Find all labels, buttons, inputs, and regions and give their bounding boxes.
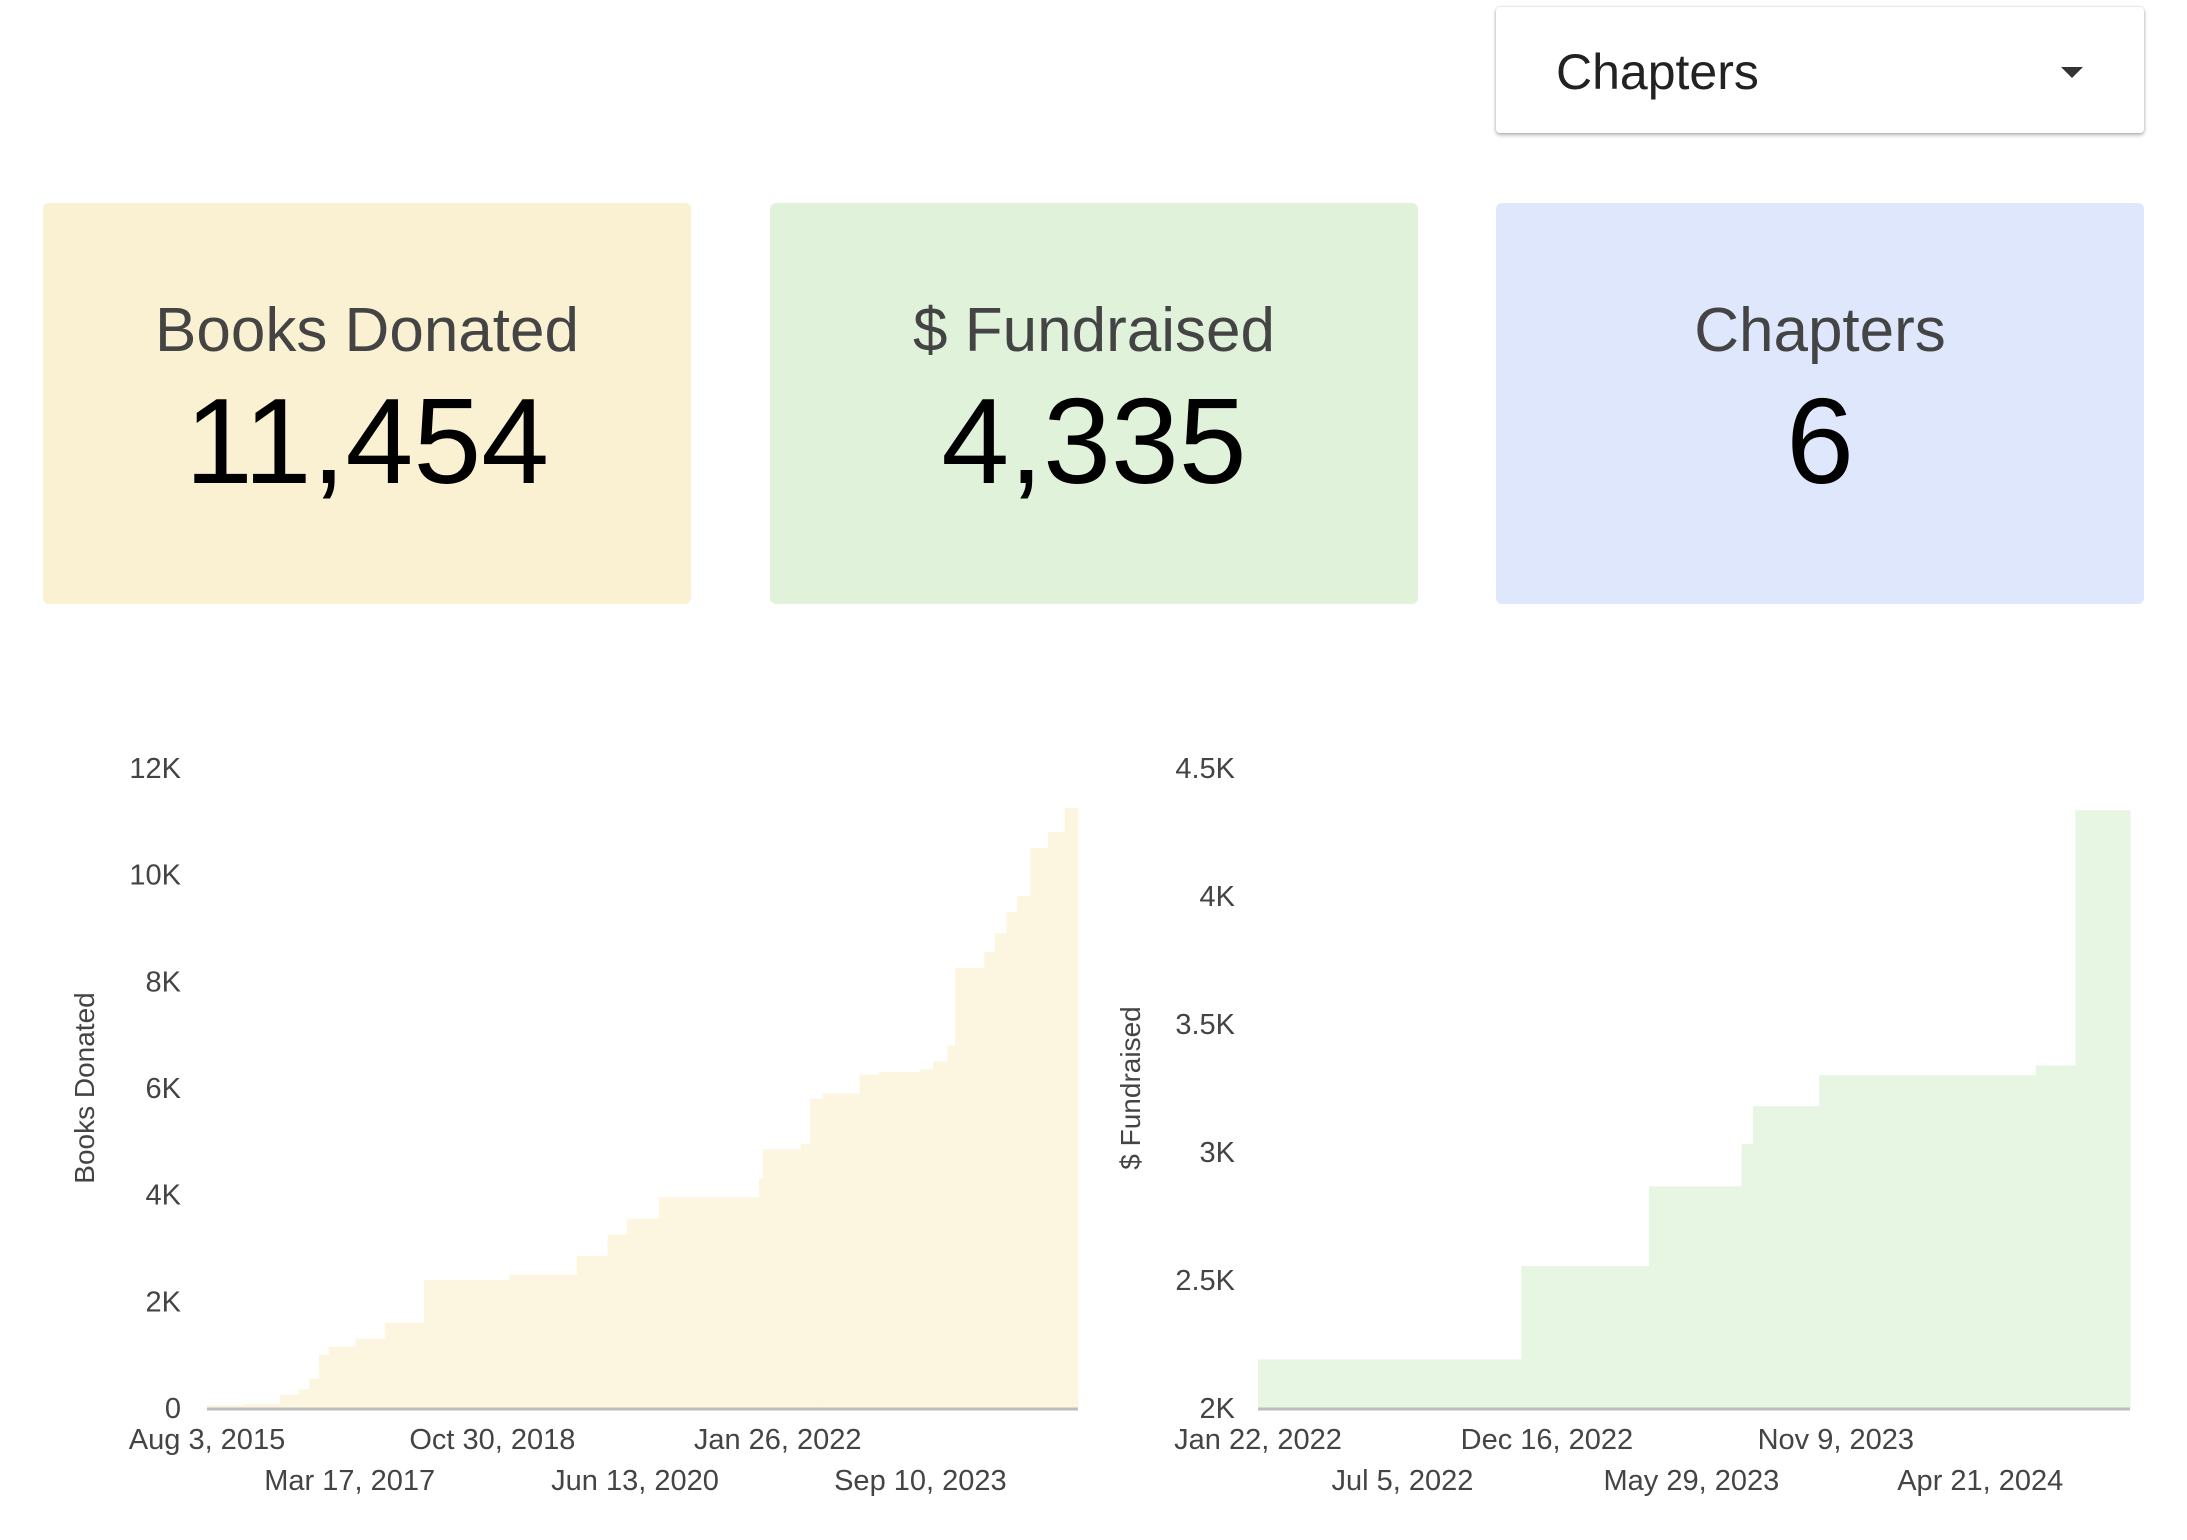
card-value: 6 [1786, 373, 1854, 509]
y-tick-label: 2K [1200, 1393, 1236, 1425]
caret-down-icon[interactable] [2061, 67, 2083, 78]
step-bar [1030, 848, 1049, 1408]
books-donated-card: Books Donated 11,454 [43, 203, 691, 604]
step-bar [878, 1072, 921, 1408]
x-tick-label: Sep 10, 2023 [834, 1465, 1007, 1497]
step-bar [2035, 1065, 2076, 1408]
y-axis-title: Books Donated [69, 992, 100, 1183]
chapters-dropdown[interactable]: Chapters [1496, 7, 2144, 133]
y-tick-label: 8K [146, 966, 182, 998]
step-bar [309, 1378, 320, 1408]
step-bar [1258, 1359, 1522, 1408]
y-axis-title: $ Fundraised [1115, 1006, 1146, 1169]
step-bar [932, 1061, 949, 1408]
dropdown-selected-value: Chapters [1556, 44, 1759, 100]
fundraised-chart: 2K 2.5K 3K 3.5K 4K 4.5K Jan 22, 2022 Jul 5, 202… [1115, 753, 2131, 1497]
chapters-card: Chapters 6 [1496, 203, 2144, 604]
x-tick-label: Dec 16, 2022 [1461, 1424, 1634, 1456]
step-bar [355, 1338, 386, 1408]
step-bar [1819, 1075, 2037, 1408]
y-tick-label: 12K [129, 753, 181, 785]
step-bar [947, 1045, 956, 1408]
x-tick-label: Oct 30, 2018 [409, 1424, 575, 1456]
step-bar [509, 1274, 578, 1408]
fundraised-card: $ Fundraised 4,335 [770, 203, 1418, 604]
x-tick-label: May 29, 2023 [1603, 1465, 1779, 1497]
y-tick-label: 4K [146, 1180, 182, 1212]
x-tick-label: Jun 13, 2020 [551, 1465, 719, 1497]
step-bar [328, 1346, 356, 1408]
step-bar [984, 952, 996, 1408]
step-bar [920, 1069, 934, 1408]
y-tick-label: 4K [1200, 881, 1236, 913]
step-bar [207, 1405, 244, 1408]
x-tick-label: Jan 26, 2022 [694, 1424, 862, 1456]
x-tick-label: Jan 22, 2022 [1174, 1424, 1342, 1456]
y-tick-label: 3K [1200, 1137, 1236, 1169]
step-bar [762, 1149, 802, 1408]
step-bar [800, 1144, 811, 1408]
step-bar [1064, 808, 1079, 1408]
step-bar [319, 1354, 330, 1408]
card-title: $ Fundraised [913, 296, 1275, 365]
step-bar [424, 1280, 511, 1408]
y-tick-label: 0 [165, 1393, 181, 1425]
step-bar [1006, 912, 1018, 1408]
step-bar [1047, 832, 1066, 1408]
card-value: 11,454 [184, 373, 550, 509]
books-donated-chart: 0 2K 4K 6K 8K 10K 12K Aug 3, 2015 Mar 17, 2017 Oc… [69, 753, 1079, 1497]
x-tick-label: Nov 9, 2023 [1758, 1424, 1914, 1456]
step-bar [280, 1394, 300, 1408]
step-bar [994, 933, 1007, 1408]
step-bar [2075, 810, 2131, 1408]
step-bar [859, 1074, 879, 1408]
card-title: Chapters [1694, 296, 1946, 365]
card-value: 4,335 [941, 373, 1247, 509]
y-tick-label: 3.5K [1175, 1009, 1235, 1041]
step-bar [822, 1093, 861, 1408]
x-tick-label: Mar 17, 2017 [264, 1465, 435, 1497]
step-bar [299, 1389, 310, 1408]
step-bar [658, 1197, 760, 1408]
y-tick-label: 2K [146, 1286, 182, 1318]
step-bar [810, 1098, 824, 1408]
step-bar [1741, 1144, 1754, 1408]
step-bar [384, 1322, 425, 1408]
card-title: Books Donated [155, 296, 579, 365]
step-bar [1521, 1265, 1650, 1408]
step-bar [759, 1178, 764, 1408]
y-tick-label: 4.5K [1175, 753, 1235, 785]
y-tick-label: 10K [129, 860, 181, 892]
x-tick-label: Apr 21, 2024 [1897, 1465, 2063, 1497]
step-bar [1649, 1186, 1743, 1408]
x-tick-label: Aug 3, 2015 [129, 1424, 285, 1456]
x-tick-label: Jul 5, 2022 [1332, 1465, 1474, 1497]
y-tick-label: 2.5K [1175, 1265, 1235, 1297]
step-bar [955, 968, 985, 1408]
step-bar [1017, 896, 1032, 1408]
step-bar [607, 1234, 628, 1408]
step-bar [576, 1256, 609, 1408]
step-bar [626, 1218, 660, 1408]
step-bar [243, 1403, 281, 1408]
step-bar [1753, 1106, 1820, 1408]
y-tick-label: 6K [146, 1073, 182, 1105]
